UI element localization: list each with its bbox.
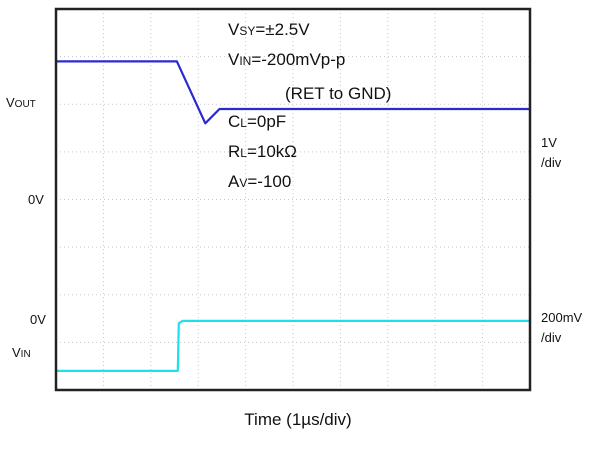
scale-label-bottom: 200mV /div bbox=[541, 310, 583, 345]
condition-cl: CL=0pF bbox=[228, 112, 287, 131]
plot-grid bbox=[56, 9, 530, 390]
plot-frame bbox=[54, 7, 532, 392]
plot-traces bbox=[56, 60, 530, 372]
condition-vin: VIN=-200mVp-p bbox=[228, 50, 346, 69]
zero-level-label-bottom: 0V bbox=[30, 312, 46, 327]
vin-trace bbox=[56, 319, 530, 372]
scale-label-top: 1V /div bbox=[541, 135, 562, 170]
vin-label: VIN bbox=[12, 345, 31, 361]
condition-rl: RL=10kΩ bbox=[228, 142, 298, 161]
x-axis-label: Time (1µs/div) bbox=[244, 410, 352, 429]
vout-label: VOUT bbox=[6, 95, 36, 111]
zero-level-label-top: 0V bbox=[28, 192, 44, 207]
condition-vsy: VSY=±2.5V bbox=[228, 20, 310, 39]
vout-trace bbox=[56, 60, 530, 125]
condition-av: AV=-100 bbox=[228, 172, 292, 191]
condition-ret-to-gnd: (RET to GND) bbox=[285, 84, 392, 103]
